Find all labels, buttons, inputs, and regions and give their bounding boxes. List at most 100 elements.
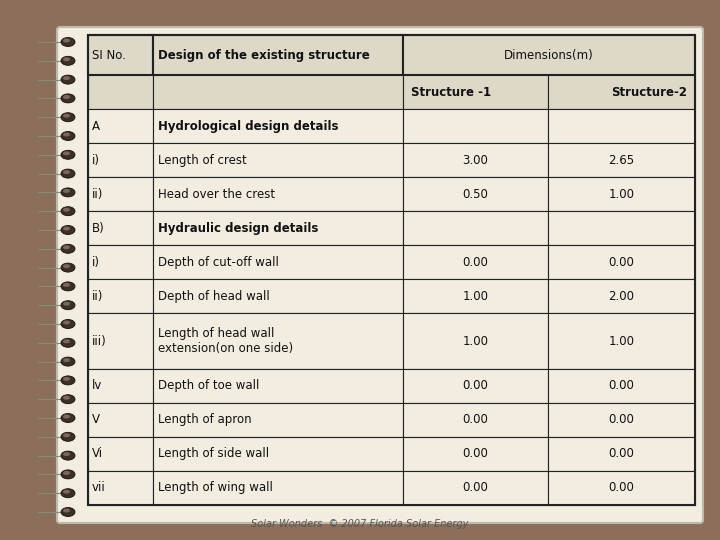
Text: Length of wing wall: Length of wing wall: [158, 482, 273, 495]
Ellipse shape: [61, 132, 75, 140]
Bar: [88, 245, 153, 279]
Ellipse shape: [61, 113, 75, 122]
Ellipse shape: [61, 338, 75, 347]
Ellipse shape: [63, 396, 70, 400]
Text: 3.00: 3.00: [462, 153, 488, 167]
Bar: [153, 75, 403, 109]
Text: 1.00: 1.00: [608, 335, 634, 348]
Ellipse shape: [61, 451, 75, 460]
Text: 2.65: 2.65: [608, 153, 634, 167]
Text: Hydrological design details: Hydrological design details: [158, 119, 338, 133]
Text: Depth of toe wall: Depth of toe wall: [158, 380, 259, 393]
Bar: [403, 109, 548, 143]
Bar: [88, 35, 153, 75]
Ellipse shape: [61, 433, 75, 441]
Text: Length of side wall: Length of side wall: [158, 448, 269, 461]
Ellipse shape: [63, 377, 70, 381]
Ellipse shape: [61, 301, 75, 310]
Bar: [548, 437, 695, 471]
Bar: [153, 471, 403, 505]
Text: Design of the existing structure: Design of the existing structure: [158, 49, 370, 62]
Ellipse shape: [61, 226, 75, 234]
Ellipse shape: [61, 75, 75, 84]
Bar: [88, 403, 153, 437]
Bar: [548, 403, 695, 437]
Ellipse shape: [61, 376, 75, 385]
Bar: [153, 279, 403, 313]
Text: lv: lv: [92, 380, 102, 393]
Bar: [153, 313, 403, 369]
Ellipse shape: [63, 38, 70, 43]
Text: 0.50: 0.50: [462, 187, 488, 200]
Bar: [403, 369, 548, 403]
Ellipse shape: [61, 207, 75, 215]
Text: B): B): [92, 221, 104, 234]
Ellipse shape: [63, 76, 70, 80]
Ellipse shape: [61, 94, 75, 103]
Bar: [153, 245, 403, 279]
FancyBboxPatch shape: [57, 27, 703, 523]
Bar: [88, 471, 153, 505]
Text: 0.00: 0.00: [462, 448, 488, 461]
Bar: [403, 245, 548, 279]
Ellipse shape: [61, 282, 75, 291]
Text: 0.00: 0.00: [608, 448, 634, 461]
Ellipse shape: [61, 470, 75, 479]
Bar: [548, 177, 695, 211]
Text: A: A: [92, 119, 100, 133]
Text: i): i): [92, 153, 100, 167]
Bar: [403, 35, 695, 75]
Ellipse shape: [63, 132, 70, 137]
Text: Dimensions(m): Dimensions(m): [504, 49, 594, 62]
Ellipse shape: [63, 189, 70, 193]
Ellipse shape: [63, 302, 70, 306]
Text: Length of head wall
extension(on one side): Length of head wall extension(on one sid…: [158, 327, 293, 355]
Text: 0.00: 0.00: [608, 414, 634, 427]
Bar: [403, 313, 548, 369]
Text: 1.00: 1.00: [462, 289, 488, 302]
Text: 0.00: 0.00: [462, 414, 488, 427]
Bar: [153, 437, 403, 471]
Text: Head over the crest: Head over the crest: [158, 187, 275, 200]
Text: ii): ii): [92, 289, 104, 302]
Text: SI No.: SI No.: [92, 49, 126, 62]
Bar: [88, 143, 153, 177]
Bar: [153, 35, 403, 75]
Ellipse shape: [61, 395, 75, 404]
Bar: [548, 369, 695, 403]
Ellipse shape: [63, 415, 70, 419]
Ellipse shape: [61, 169, 75, 178]
Bar: [88, 75, 153, 109]
Text: ii): ii): [92, 187, 104, 200]
Ellipse shape: [61, 244, 75, 253]
Bar: [403, 403, 548, 437]
Text: 0.00: 0.00: [462, 380, 488, 393]
Ellipse shape: [63, 452, 70, 456]
Bar: [88, 211, 153, 245]
Ellipse shape: [61, 37, 75, 46]
Ellipse shape: [63, 283, 70, 287]
Text: 1.00: 1.00: [462, 335, 488, 348]
Bar: [403, 143, 548, 177]
Ellipse shape: [63, 490, 70, 494]
Ellipse shape: [61, 357, 75, 366]
Text: Vi: Vi: [92, 448, 103, 461]
Bar: [88, 35, 695, 505]
Bar: [153, 109, 403, 143]
Bar: [88, 109, 153, 143]
Bar: [403, 75, 548, 109]
Text: Length of apron: Length of apron: [158, 414, 251, 427]
Bar: [403, 279, 548, 313]
Ellipse shape: [63, 151, 70, 156]
Text: Solar Wonders  © 2007 Florida Solar Energy: Solar Wonders © 2007 Florida Solar Energ…: [251, 519, 469, 529]
Bar: [403, 437, 548, 471]
Bar: [403, 471, 548, 505]
Ellipse shape: [63, 170, 70, 174]
Text: 0.00: 0.00: [608, 380, 634, 393]
Bar: [548, 313, 695, 369]
Ellipse shape: [63, 95, 70, 99]
Bar: [88, 177, 153, 211]
Ellipse shape: [63, 208, 70, 212]
Text: iii): iii): [92, 335, 107, 348]
Text: 0.00: 0.00: [462, 255, 488, 268]
